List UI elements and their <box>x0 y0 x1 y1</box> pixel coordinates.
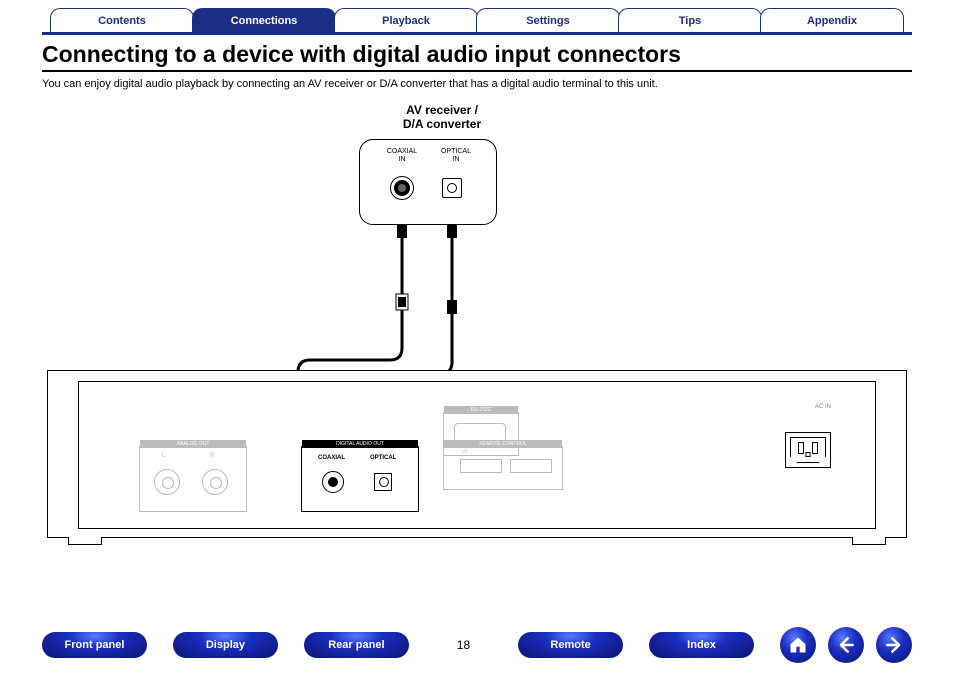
remote-slot-1-icon <box>460 459 502 473</box>
digital-coax-label: COAXIAL <box>318 455 345 461</box>
connection-diagram: AV receiver / D/A converter COAXIAL IN O… <box>42 104 912 549</box>
index-button[interactable]: Index <box>649 632 754 658</box>
digital-out-header: DIGITAL AUDIO OUT <box>302 440 418 448</box>
unit-foot-right-icon <box>852 537 886 545</box>
tab-settings[interactable]: Settings <box>476 8 620 32</box>
coaxial-in-label: COAXIAL IN <box>380 148 424 163</box>
top-tabs: Contents Connections Playback Settings T… <box>0 0 954 32</box>
remote-button[interactable]: Remote <box>518 632 623 658</box>
display-button[interactable]: Display <box>173 632 278 658</box>
tab-underline <box>42 32 912 35</box>
av-receiver-box: COAXIAL IN OPTICAL IN <box>359 139 497 225</box>
rear-panel-button[interactable]: Rear panel <box>304 632 409 658</box>
remote-control-panel: REMOTE CONTROL IN <box>443 446 563 490</box>
home-button[interactable] <box>780 627 816 663</box>
optical-in-port-icon <box>442 178 462 198</box>
front-panel-button[interactable]: Front panel <box>42 632 147 658</box>
remote-control-header: REMOTE CONTROL <box>444 440 562 448</box>
coaxial-in-port-icon <box>390 176 414 200</box>
arrow-left-icon <box>836 635 856 655</box>
optical-in-label: OPTICAL IN <box>434 148 478 163</box>
analog-out-panel: ANALOG OUT L R <box>139 446 247 512</box>
tab-contents[interactable]: Contents <box>50 8 194 32</box>
av-receiver-label-line1: AV receiver / <box>406 103 478 117</box>
footer-bar: Front panel Display Rear panel 18 Remote… <box>0 627 954 663</box>
remote-in-label: IN <box>462 449 467 455</box>
tab-tips[interactable]: Tips <box>618 8 762 32</box>
ac-inlet-icon <box>785 432 831 468</box>
tab-connections[interactable]: Connections <box>192 8 336 32</box>
digital-coax-jack-icon <box>322 471 344 493</box>
av-receiver-label: AV receiver / D/A converter <box>352 104 532 132</box>
tab-appendix[interactable]: Appendix <box>760 8 904 32</box>
digital-opt-label: OPTICAL <box>370 455 396 461</box>
rs232-header: RS-232C <box>444 406 518 414</box>
digital-opt-jack-icon <box>374 473 392 491</box>
next-button[interactable] <box>876 627 912 663</box>
av-receiver-label-line2: D/A converter <box>403 117 481 131</box>
nav-icon-group <box>780 627 912 663</box>
tab-playback[interactable]: Playback <box>334 8 478 32</box>
remote-slot-2-icon <box>510 459 552 473</box>
arrow-right-icon <box>884 635 904 655</box>
home-icon <box>788 635 808 655</box>
unit-foot-left-icon <box>68 537 102 545</box>
ac-inlet-inner-icon <box>790 437 826 463</box>
analog-r-jack-icon <box>202 469 228 495</box>
analog-l-label: L <box>162 453 165 459</box>
ac-in-label: AC IN <box>815 404 831 410</box>
analog-out-header: ANALOG OUT <box>140 440 246 448</box>
main-unit-inner-border: ANALOG OUT L R DIGITAL AUDIO OUT COAXIAL… <box>78 381 876 529</box>
digital-out-panel: DIGITAL AUDIO OUT COAXIAL OPTICAL <box>301 446 419 512</box>
page-title: Connecting to a device with digital audi… <box>42 41 912 72</box>
ac-ground-pin-icon <box>806 452 811 457</box>
prev-button[interactable] <box>828 627 864 663</box>
page-subtitle: You can enjoy digital audio playback by … <box>42 78 912 90</box>
page-number: 18 <box>435 638 492 652</box>
main-unit-rear: ANALOG OUT L R DIGITAL AUDIO OUT COAXIAL… <box>47 370 907 538</box>
analog-l-jack-icon <box>154 469 180 495</box>
analog-r-label: R <box>210 453 214 459</box>
